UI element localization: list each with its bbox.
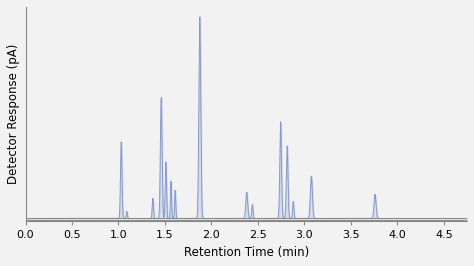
Y-axis label: Detector Response (pA): Detector Response (pA): [7, 44, 20, 184]
X-axis label: Retention Time (min): Retention Time (min): [183, 246, 309, 259]
